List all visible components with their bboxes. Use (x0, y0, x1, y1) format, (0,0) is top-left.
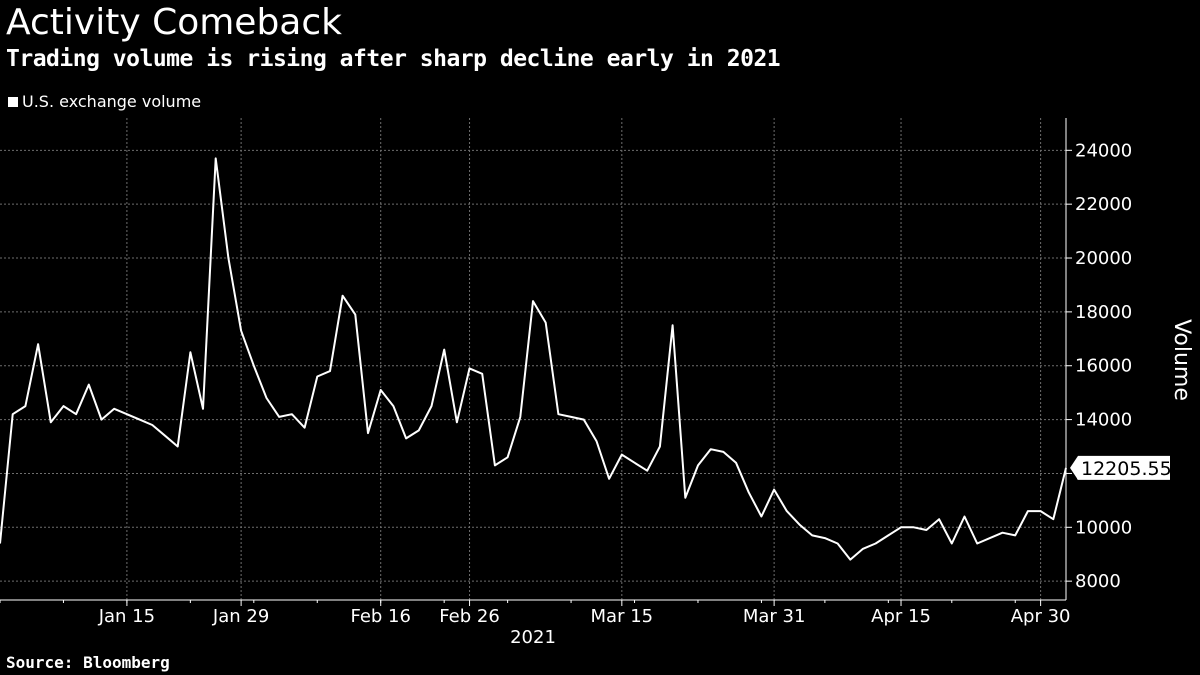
legend-label: U.S. exchange volume (22, 92, 202, 111)
last-value-label: 12205.55 (1081, 458, 1172, 480)
y-tick-label: 10000 (1075, 517, 1132, 538)
source-note: Source: Bloomberg (6, 653, 170, 672)
x-tick-label: Apr 15 (871, 606, 931, 627)
y-tick-label: 16000 (1075, 356, 1132, 377)
last-value-badge (1070, 455, 1170, 480)
y-tick-label: 24000 (1075, 140, 1132, 161)
y-tick-label: 22000 (1075, 194, 1132, 215)
x-tick-label: Mar 31 (743, 606, 806, 627)
x-tick-label: Feb 16 (350, 606, 411, 627)
y-tick-label: 18000 (1075, 302, 1132, 323)
x-tick-label: Mar 15 (591, 606, 654, 627)
y-tick-label: 8000 (1075, 571, 1121, 592)
series-line (0, 157, 1067, 561)
legend: U.S. exchange volume (8, 92, 201, 111)
x-tick-label: Jan 29 (212, 606, 269, 627)
x-tick-label: Jan 15 (98, 606, 155, 627)
x-axis-label: 2021 (510, 627, 556, 648)
legend-swatch (8, 96, 18, 107)
y-axis-label: Volume (1169, 319, 1194, 401)
y-tick-label: 14000 (1075, 410, 1132, 431)
chart-title: Activity Comeback (6, 2, 343, 43)
y-tick-label: 20000 (1075, 248, 1132, 269)
x-tick-label: Feb 26 (439, 606, 500, 627)
x-tick-label: Apr 30 (1011, 606, 1071, 627)
chart-subtitle: Trading volume is rising after sharp dec… (6, 46, 781, 72)
